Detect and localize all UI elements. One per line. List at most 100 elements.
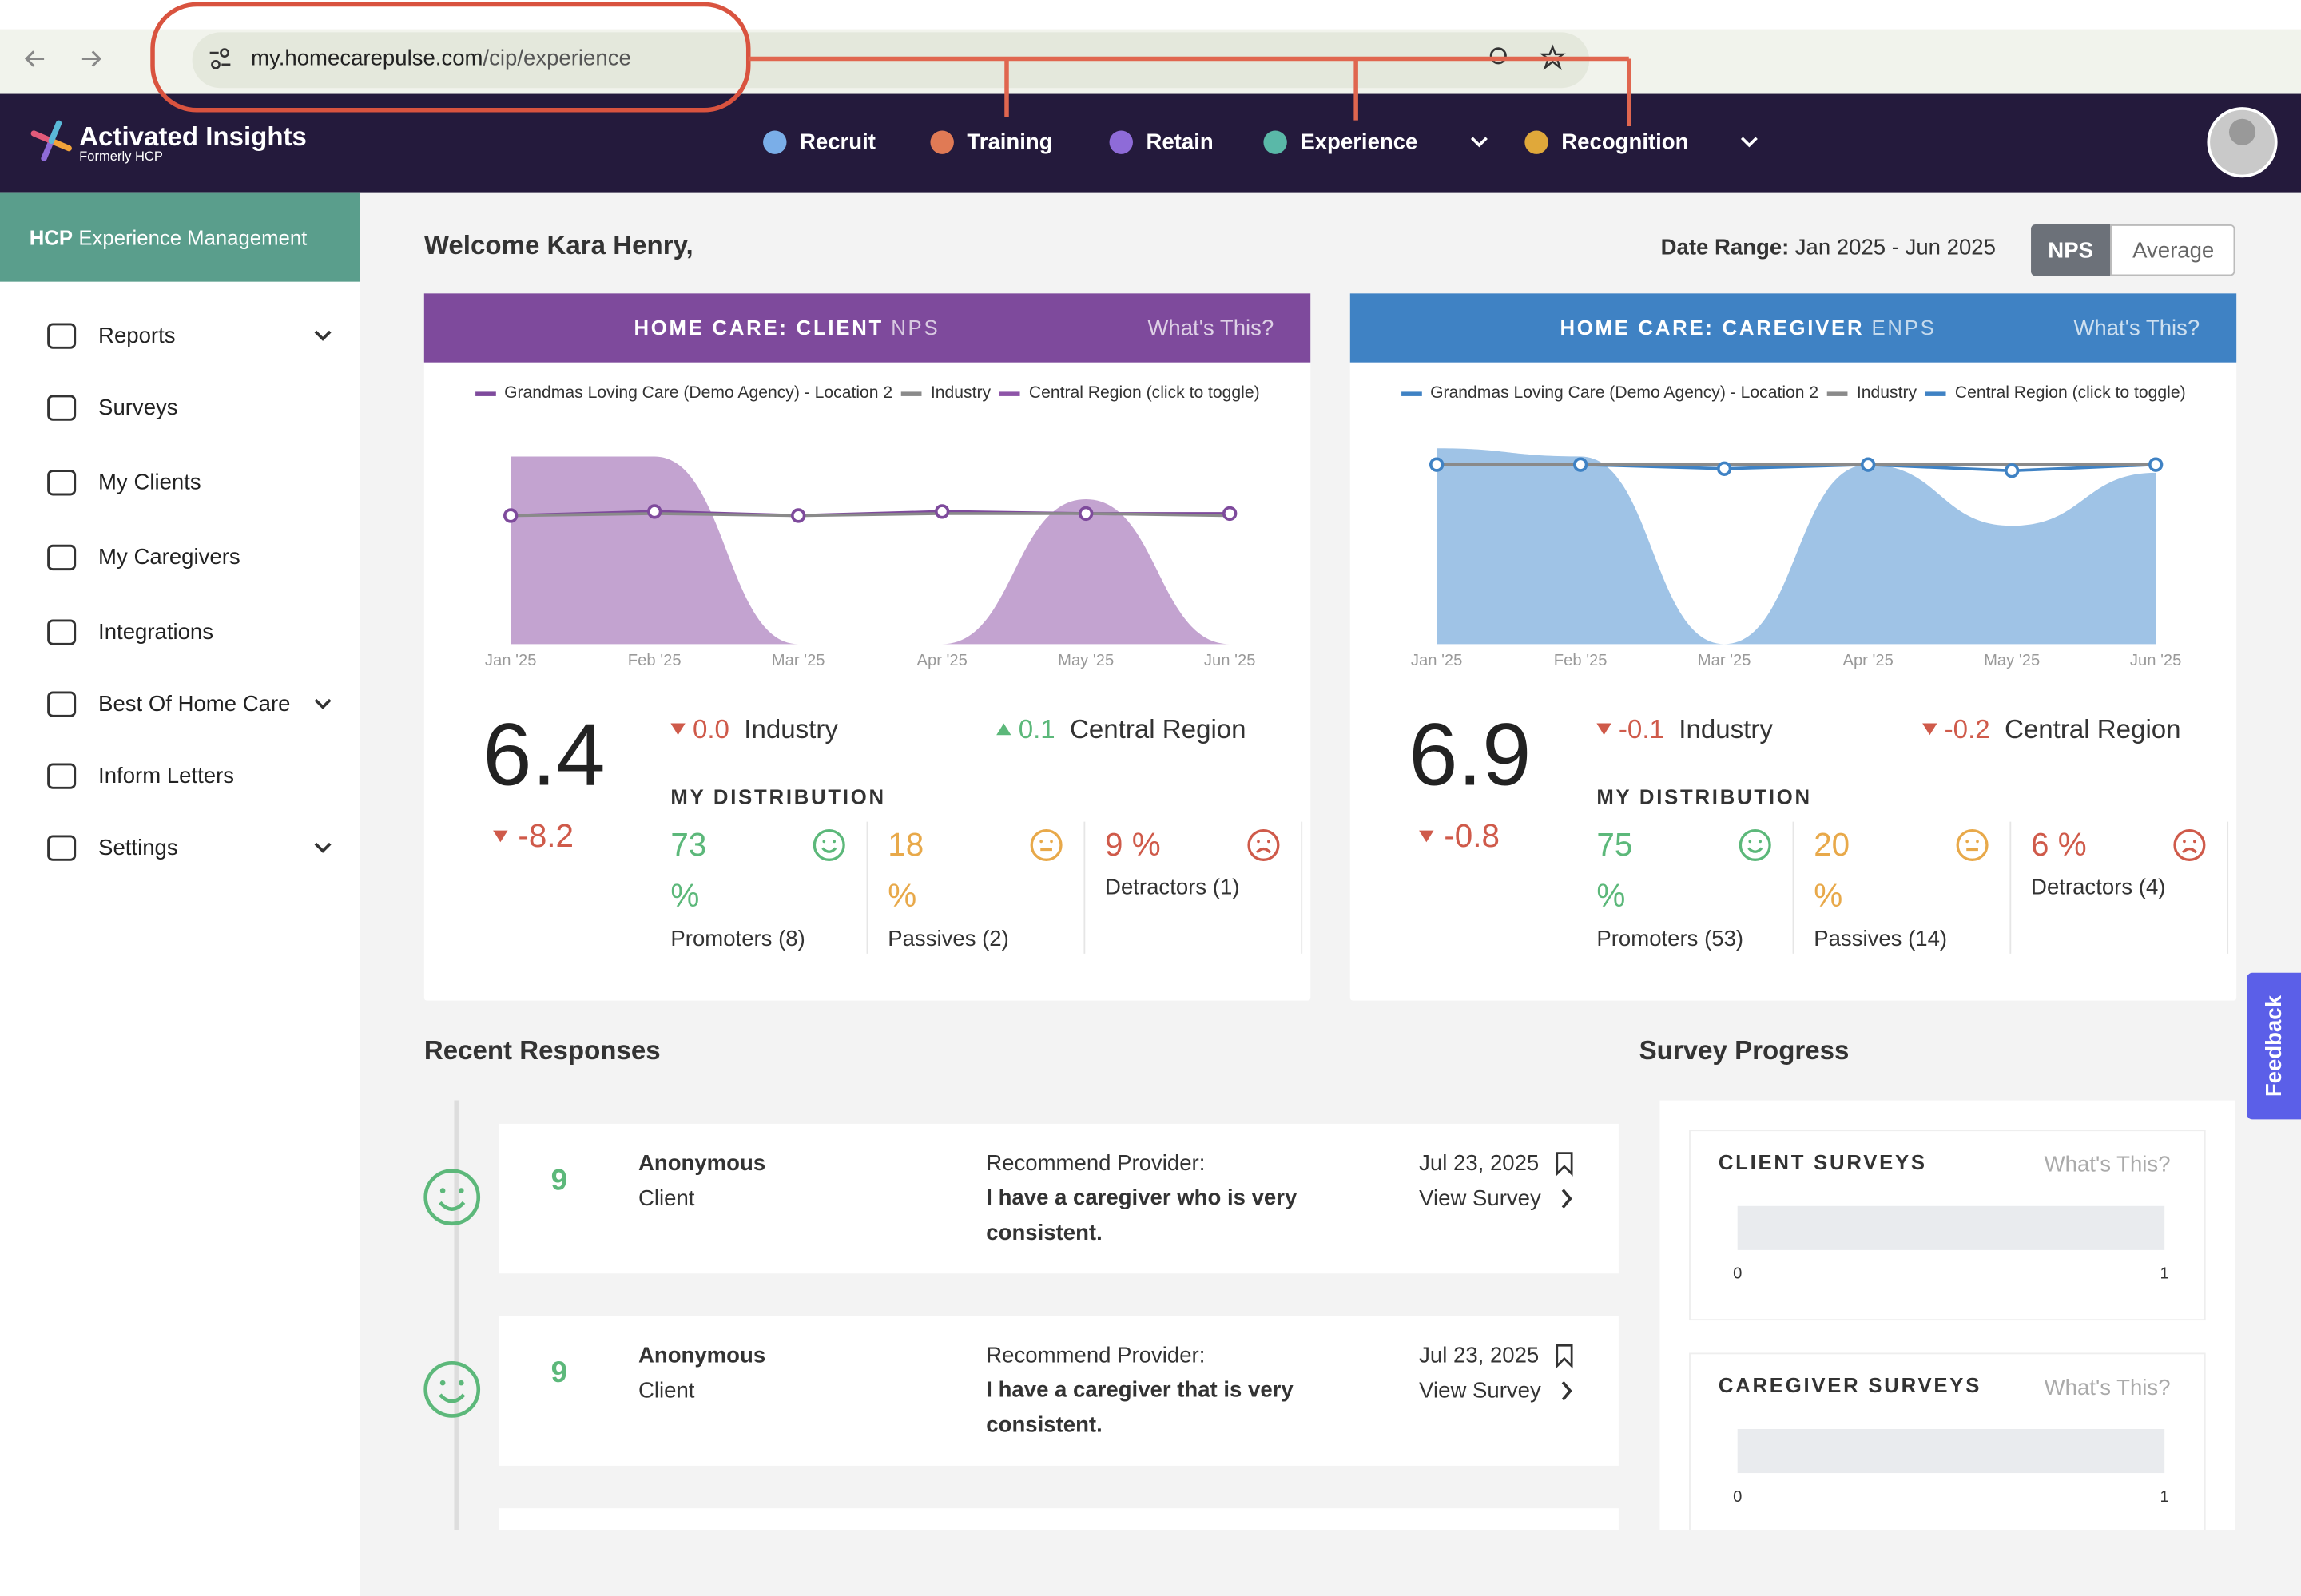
response-name: Anonymous	[638, 1343, 766, 1368]
axis-max: 1	[2160, 1488, 2169, 1507]
sidebar-item[interactable]: Reports	[98, 324, 176, 349]
face-mouth	[2181, 847, 2197, 854]
score-change: -8.2	[518, 817, 574, 854]
x-tick-label: Feb '25	[1553, 652, 1608, 670]
response-role: Client	[638, 1378, 695, 1403]
nav-icon	[1263, 130, 1287, 154]
face-eye	[1748, 840, 1752, 844]
axis-max: 1	[2160, 1265, 2169, 1284]
sidebar	[0, 192, 360, 1596]
face-eye	[1257, 840, 1260, 844]
comparison-value: -0.2	[1944, 714, 1990, 744]
face-mouth	[1255, 847, 1271, 854]
sidebar-item[interactable]: Settings	[98, 836, 178, 861]
point	[1860, 457, 1876, 472]
card-title-light: ENPS	[1871, 315, 1937, 339]
legend-item[interactable]: Central Region (click to toggle)	[1925, 384, 2186, 402]
face-eye	[1976, 840, 1979, 844]
response-card	[499, 1123, 1619, 1274]
face-icon	[2173, 828, 2206, 861]
face-eye	[458, 1188, 464, 1193]
card-title: HOME CARE: CAREGIVER	[1560, 315, 1865, 339]
point	[791, 508, 806, 523]
area	[511, 456, 1230, 645]
sidebar-item[interactable]: My Caregivers	[98, 545, 240, 570]
response-score: 9	[550, 1356, 568, 1390]
trend-arrow	[1922, 723, 1937, 736]
response-card	[499, 1316, 1619, 1466]
nav-item[interactable]: Recruit	[800, 129, 876, 155]
sidebar-item[interactable]: Integrations	[98, 620, 214, 645]
legend-item[interactable]: Central Region (click to toggle)	[999, 384, 1260, 402]
nav-icon	[1524, 130, 1548, 154]
distribution-value: 9 %	[1105, 826, 1161, 864]
x-tick-label: Apr '25	[916, 652, 968, 670]
help-link[interactable]: What's This?	[2044, 1375, 2171, 1401]
nav-item[interactable]: Experience	[1300, 129, 1418, 155]
face-eye	[2183, 840, 2186, 844]
annotation-box	[150, 2, 751, 113]
view-survey-link[interactable]: View Survey	[1419, 1378, 1541, 1403]
response-role: Client	[638, 1186, 695, 1212]
toggle-label[interactable]: Average	[2132, 238, 2215, 264]
sidebar-item[interactable]: Inform Letters	[98, 764, 235, 789]
x-tick-label: May '25	[1984, 652, 2041, 670]
brand-name: Activated Insights	[79, 121, 307, 152]
face-icon	[423, 1361, 481, 1418]
sidebar-item[interactable]: Surveys	[98, 395, 178, 421]
score-change: -0.8	[1444, 817, 1500, 854]
trend-arrow	[996, 723, 1011, 736]
distribution-label: Promoters (8)	[670, 926, 805, 952]
search-icon	[1489, 47, 1507, 65]
legend-swatch	[1925, 391, 1946, 396]
bookmark-icon	[1556, 1152, 1573, 1177]
legend-label: Industry	[1856, 384, 1918, 403]
point	[935, 504, 950, 519]
toggle-average[interactable]	[2110, 224, 2235, 276]
point	[1716, 461, 1732, 476]
nav-icon	[930, 130, 954, 154]
comparison-label: Industry	[744, 714, 838, 744]
x-tick-label: Jun '25	[2129, 652, 2182, 670]
legend: Grandmas Loving Care (Demo Agency) - Loc…	[424, 384, 1310, 402]
x-tick-label: Apr '25	[1842, 652, 1894, 670]
toggle-label[interactable]: NPS	[2048, 238, 2093, 264]
legend-label: Central Region (click to toggle)	[1028, 384, 1260, 403]
help-link[interactable]: What's This?	[2073, 316, 2200, 342]
sidebar-header-bold: HCP	[29, 225, 74, 250]
distribution-label: Detractors (4)	[2031, 875, 2166, 900]
sidebar-item[interactable]: Best Of Home Care	[98, 692, 291, 717]
nav-icon	[763, 130, 787, 154]
legend-item[interactable]: Industry	[1827, 384, 1917, 402]
view-survey-link[interactable]: View Survey	[1419, 1186, 1541, 1212]
x-tick-label: May '25	[1058, 652, 1115, 670]
response-score: 9	[550, 1165, 568, 1197]
help-link[interactable]: What's This?	[1147, 316, 1274, 342]
toggle-nps[interactable]	[2031, 224, 2111, 276]
face-mouth	[821, 847, 837, 853]
sidebar-item[interactable]: My Clients	[98, 470, 201, 495]
legend-swatch	[475, 391, 496, 396]
legend-label: Grandmas Loving Care (Demo Agency) - Loc…	[504, 384, 893, 403]
feedback-tab[interactable]	[2247, 972, 2301, 1120]
help-link[interactable]: What's This?	[2044, 1152, 2171, 1177]
distribution-title: MY DISTRIBUTION	[670, 784, 886, 809]
feedback-label[interactable]: Feedback	[2262, 995, 2287, 1098]
distribution-value: 20 %	[1814, 826, 1850, 915]
nav-item[interactable]: Recognition	[1561, 129, 1689, 155]
card-title-light: NPS	[891, 315, 940, 339]
brand-logo	[48, 137, 72, 152]
face-eye	[458, 1380, 464, 1386]
x-tick-label: Feb '25	[627, 652, 682, 670]
card-header	[423, 293, 1311, 363]
legend-item[interactable]: Industry	[901, 384, 991, 402]
face-eye	[833, 840, 837, 844]
comparison-value: 0.0	[692, 714, 729, 744]
legend-item[interactable]: Grandmas Loving Care (Demo Agency) - Loc…	[1401, 384, 1818, 402]
x-tick-label: Jun '25	[1203, 652, 1256, 670]
card-header	[1349, 293, 2237, 363]
nav-item[interactable]: Training	[967, 129, 1053, 155]
nav-item[interactable]: Retain	[1146, 129, 1214, 155]
distribution-value: 73 %	[670, 826, 707, 915]
legend-item[interactable]: Grandmas Loving Care (Demo Agency) - Loc…	[475, 384, 892, 402]
